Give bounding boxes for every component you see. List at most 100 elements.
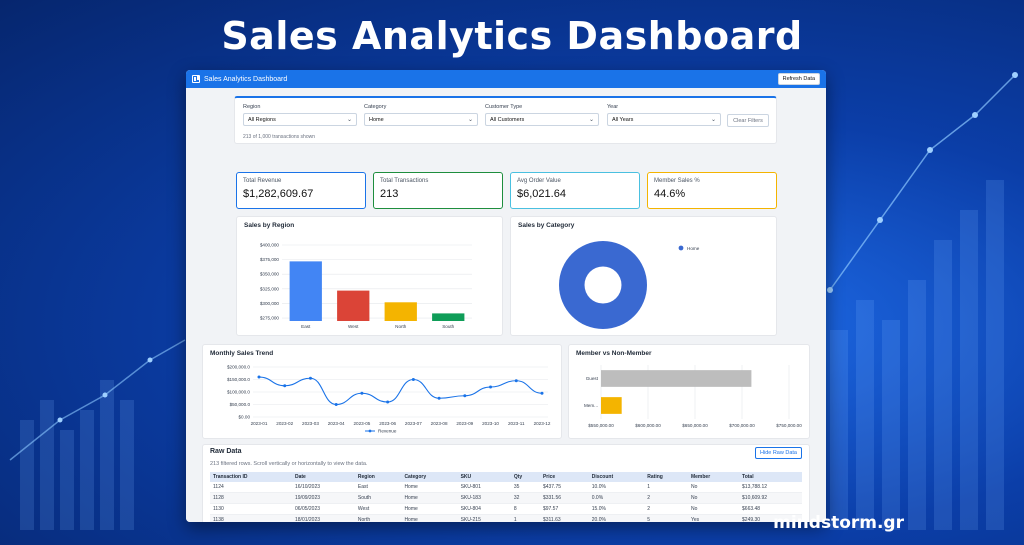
table-row[interactable]: 1128 19/09/2023 South Home SKU-183 32 $331.56 0… — [210, 492, 802, 504]
clear-filters-button[interactable]: Clear Filters — [727, 114, 769, 127]
x-tick-label: South — [442, 324, 454, 329]
column-header[interactable]: Category — [401, 472, 458, 482]
chart-title: Member vs Non-Member — [576, 350, 652, 357]
bar-guest — [601, 370, 752, 387]
year-filter: Year All Years ⌄ — [607, 104, 721, 126]
kpi-total-transactions: Total Transactions 213 — [373, 172, 503, 209]
table-cell: Home — [401, 503, 458, 515]
raw-data-subtitle: 213 filtered rows. Scroll vertically or … — [210, 461, 368, 467]
raw-data-title: Raw Data — [210, 448, 242, 455]
customer-type-select-value: All Customers — [490, 116, 525, 123]
data-point — [489, 385, 493, 389]
customer-type-select[interactable]: All Customers ⌄ — [485, 113, 599, 126]
table-cell: $97.57 — [539, 503, 589, 515]
data-point — [411, 378, 415, 381]
table-cell: 15.0% — [588, 503, 645, 515]
legend-marker — [678, 245, 684, 251]
category-select[interactable]: Home ⌄ — [364, 113, 478, 126]
refresh-data-button[interactable]: Refresh Data — [777, 73, 820, 85]
x-tick-label: 2023-09 — [456, 421, 473, 426]
y-tick-label: $200,000.0 — [227, 365, 250, 370]
column-header[interactable]: Qty — [510, 472, 540, 482]
table-cell: 1130 — [210, 503, 292, 515]
x-tick-label: 2023-03 — [302, 421, 319, 426]
app-window: Sales Analytics Dashboard Refresh Data R… — [186, 70, 826, 522]
brand-watermark: mindstorm.gr — [773, 513, 904, 533]
x-tick-label: East — [301, 324, 311, 329]
table-cell: 18/01/2023 — [292, 514, 355, 522]
table-cell: 35 — [510, 482, 540, 493]
table-cell: 1138 — [210, 514, 292, 522]
x-tick-label: 2023-12 — [534, 421, 551, 426]
bar-south — [432, 313, 465, 321]
kpi-total-revenue: Total Revenue $1,282,609.67 — [236, 172, 366, 209]
x-tick-label: 2023-04 — [328, 421, 345, 426]
table-cell: 32 — [510, 492, 540, 504]
legend-label: Revenue — [378, 429, 397, 434]
table-row[interactable]: 1130 06/05/2023 West Home SKU-804 8 $97.57 15.0… — [210, 503, 802, 515]
x-tick-label: West — [348, 324, 359, 329]
member-vs-non-member-chart: $550,000.00 $600,000.00 $650,000.00 $700,00… — [584, 365, 802, 428]
x-tick-label: North — [395, 324, 407, 329]
region-select-value: All Regions — [248, 116, 276, 123]
member-vs-non-member-card: Member vs Non-Member $550,000.00 $600,000… — [568, 344, 810, 439]
table-row[interactable]: 1124 16/10/2023 East Home SKU-801 35 $437.75 10… — [210, 482, 802, 493]
column-header[interactable]: Member — [687, 472, 740, 482]
y-tick-label: $325,000 — [260, 286, 280, 291]
transactions-count: 213 of 1,000 transactions shown — [243, 134, 315, 140]
chevron-down-icon: ⌄ — [467, 117, 473, 123]
chart-icon — [192, 75, 200, 83]
table-cell: 06/05/2023 — [292, 503, 355, 515]
filters-panel: Region All Regions ⌄ Category Home ⌄ Cus… — [234, 96, 777, 144]
region-filter-label: Region — [243, 104, 261, 110]
data-point — [540, 391, 544, 395]
chevron-down-icon: ⌄ — [588, 117, 594, 123]
sales-by-category-chart: Home — [559, 241, 700, 329]
x-tick-label: 2023-05 — [353, 421, 370, 426]
column-header[interactable]: Transaction ID — [210, 472, 292, 482]
y-tick-label: $100,000.0 — [227, 390, 250, 395]
data-point — [437, 396, 441, 400]
x-tick-label: $650,000.00 — [682, 423, 708, 428]
table-cell: SKU-801 — [457, 482, 511, 493]
column-header[interactable]: Total — [739, 472, 802, 482]
table-cell: SKU-804 — [457, 503, 511, 515]
customer-type-filter-label: Customer Type — [485, 104, 523, 110]
x-tick-label: 2023-10 — [482, 421, 499, 426]
x-tick-label: $700,000.00 — [729, 423, 755, 428]
data-point — [308, 376, 312, 380]
bar-north — [384, 302, 417, 321]
table-cell: 1128 — [210, 492, 292, 504]
series-line-revenue — [258, 376, 543, 406]
column-header[interactable]: Date — [292, 472, 355, 482]
column-header[interactable]: Discount — [588, 472, 645, 482]
column-header[interactable]: Rating — [644, 472, 688, 482]
year-select-value: All Years — [612, 116, 634, 123]
table-cell: 16/10/2023 — [292, 482, 355, 493]
x-tick-label: 2023-08 — [431, 421, 448, 426]
region-select[interactable]: All Regions ⌄ — [243, 113, 357, 126]
table-cell: Home — [401, 514, 458, 522]
table-cell: $13,788.12 — [739, 482, 802, 493]
column-header[interactable]: Region — [354, 472, 402, 482]
kpi-member-sales: Member Sales % 44.6% — [647, 172, 777, 209]
chart-title: Sales by Category — [518, 222, 575, 229]
y-tick-label: $275,000 — [260, 316, 280, 321]
column-header[interactable]: SKU — [457, 472, 511, 482]
x-tick-label: 2023-11 — [508, 421, 525, 426]
bar-member — [601, 397, 622, 414]
table-row[interactable]: 1138 18/01/2023 North Home SKU-215 1 $311.63 20… — [210, 514, 802, 522]
kpi-value: $1,282,609.67 — [243, 188, 314, 200]
hide-raw-data-button[interactable]: Hide Raw Data — [755, 447, 802, 459]
y-tick-label: $0.00 — [239, 415, 251, 420]
x-tick-label: 2023-02 — [276, 421, 293, 426]
table-cell: No — [687, 492, 740, 504]
table-cell: Home — [401, 482, 458, 493]
data-point — [463, 394, 467, 398]
bar-east — [289, 261, 322, 321]
kpi-label: Avg Order Value — [517, 178, 561, 184]
dashboard-content: Region All Regions ⌄ Category Home ⌄ Cus… — [186, 88, 826, 522]
column-header[interactable]: Price — [539, 472, 589, 482]
year-select[interactable]: All Years ⌄ — [607, 113, 721, 126]
category-select-value: Home — [369, 116, 384, 123]
